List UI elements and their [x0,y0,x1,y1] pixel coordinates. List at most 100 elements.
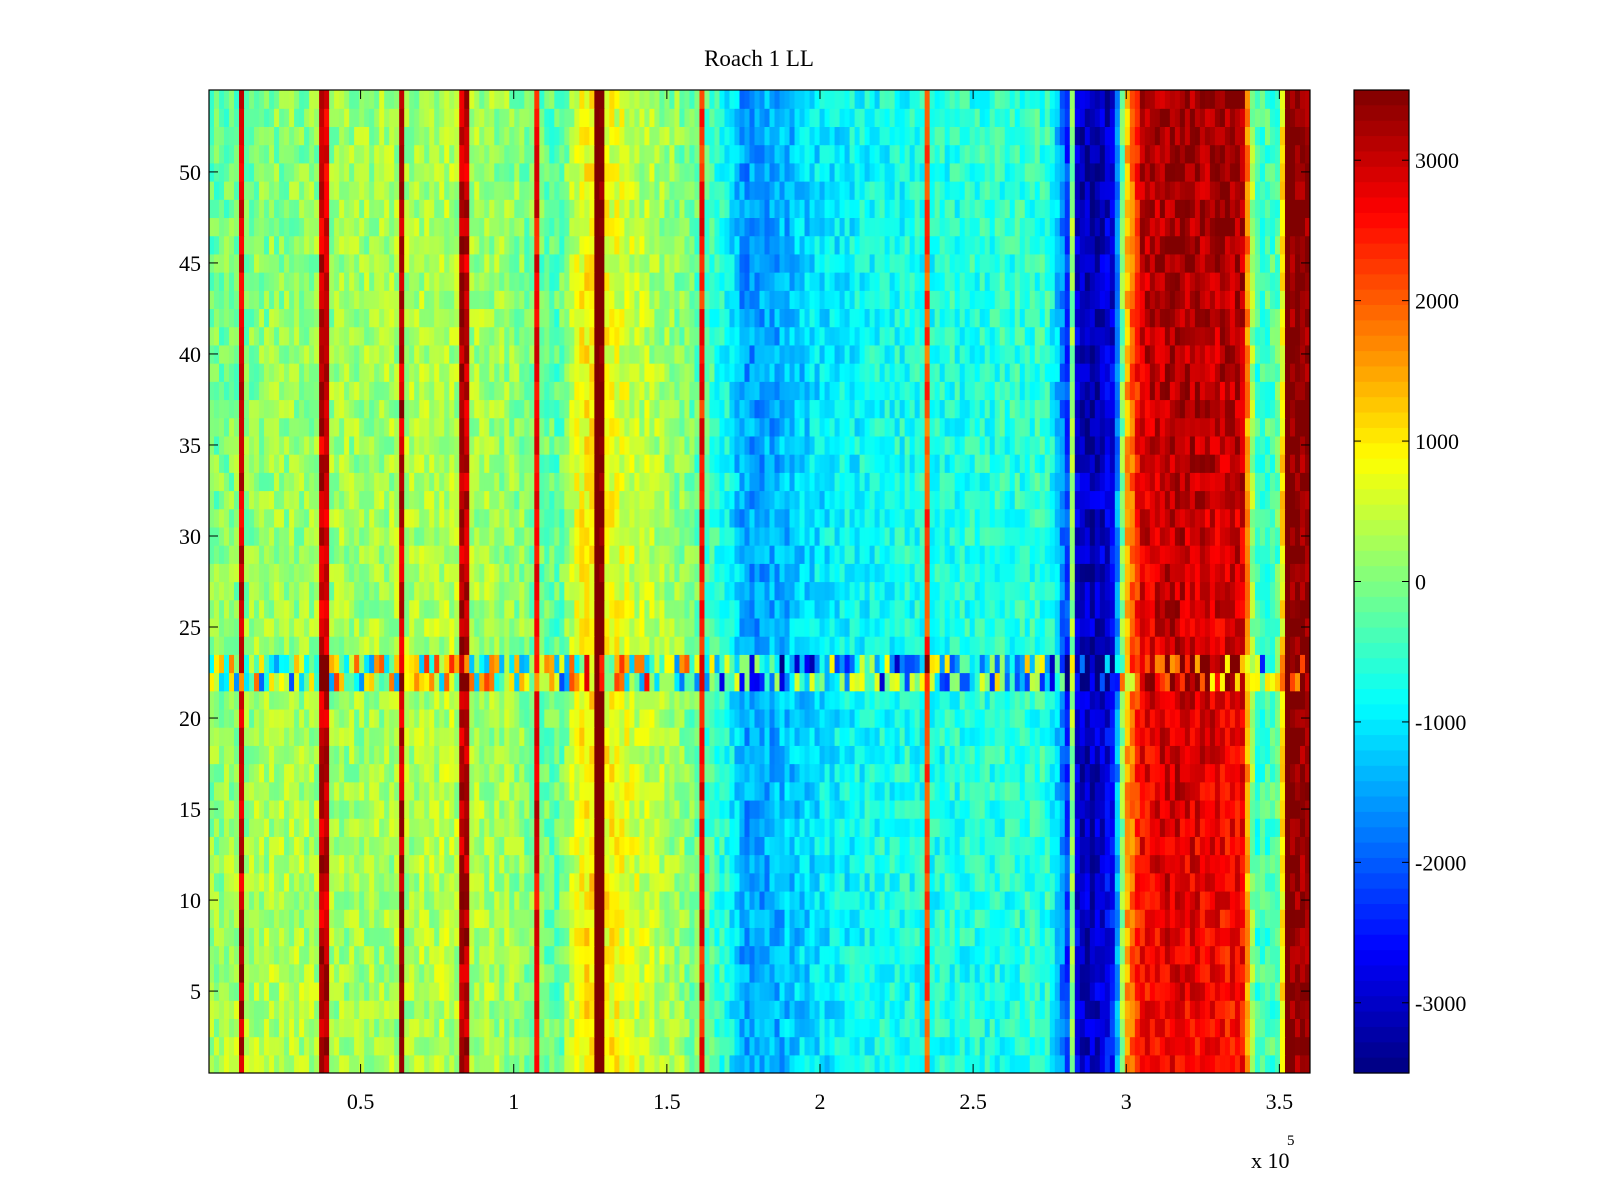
heatmap-cell [584,963,590,983]
heatmap-cell [1104,781,1111,801]
heatmap-cell [1064,799,1071,819]
heatmap-cell [434,836,440,856]
heatmap-cell [754,927,761,947]
heatmap-cell [1239,872,1246,892]
heatmap-cell [999,927,1006,947]
heatmap-cell [529,945,535,965]
heatmap-cell [619,818,625,837]
heatmap-cell [304,945,310,965]
heatmap-cell [579,690,585,710]
heatmap-cell [649,818,655,837]
heatmap-cell [634,708,640,728]
heatmap-cell [414,745,420,765]
heatmap-cell [574,1018,580,1038]
heatmap-cell [829,690,836,710]
heatmap-cell [754,1054,761,1073]
heatmap-cell [399,763,405,783]
heatmap-cell [884,763,891,783]
heatmap-cell [359,818,365,837]
heatmap-cell [949,963,956,983]
heatmap-cell [234,672,240,692]
heatmap-cell [769,708,776,728]
heatmap-cell [1054,781,1061,801]
heatmap-cell [1024,1036,1031,1056]
heatmap-cell [854,781,861,801]
heatmap-cell [339,708,345,728]
heatmap-cell [519,1000,525,1019]
heatmap-cell [1024,927,1031,947]
heatmap-cell [624,763,630,783]
heatmap-cell [519,1054,525,1073]
heatmap-cell [1274,690,1281,710]
heatmap-cell [1159,1000,1166,1019]
heatmap-cell [1079,727,1086,746]
heatmap-cell [1249,1000,1256,1019]
heatmap-cell [1164,708,1171,728]
heatmap-cell [654,872,660,892]
heatmap-cell [829,763,836,783]
heatmap-cell [824,672,831,692]
heatmap-cell [439,1000,445,1019]
heatmap-cell [1029,763,1036,783]
heatmap-cell [544,909,550,928]
heatmap-row [209,672,1310,692]
heatmap-cell [629,1018,635,1038]
heatmap-cell [254,1000,260,1019]
heatmap-cell [209,1036,215,1056]
heatmap-cell [759,909,766,928]
heatmap-cell [224,727,230,746]
heatmap-cell [924,1054,931,1073]
heatmap-cell [794,745,801,765]
heatmap-cell [274,708,280,728]
heatmap-cell [224,909,230,928]
heatmap-cell [934,927,941,947]
heatmap-cell [904,727,911,746]
heatmap-cell [349,708,355,728]
heatmap-cell [539,799,545,819]
heatmap-cell [939,854,946,874]
heatmap-cell [1254,690,1261,710]
heatmap-cell [839,654,846,674]
heatmap-cell [904,981,911,1001]
heatmap-cell [859,672,866,692]
heatmap-cell [859,1018,866,1038]
heatmap-cell [344,854,350,874]
heatmap-cell [1139,727,1146,746]
heatmap-cell [1289,708,1296,728]
heatmap-cell [939,708,946,728]
heatmap-cell [604,890,610,910]
heatmap-cell [654,945,660,965]
heatmap-cell [714,763,721,783]
heatmap-cell [789,1018,796,1038]
heatmap-cell [624,981,630,1001]
heatmap-cell [604,745,610,765]
heatmap-cell [509,1036,515,1056]
heatmap-cell [1084,763,1091,783]
heatmap-cell [909,763,916,783]
heatmap-cell [344,763,350,783]
heatmap-cell [819,945,826,965]
heatmap-cell [1004,854,1011,874]
heatmap-cell [584,672,590,692]
heatmap-cell [1269,927,1276,947]
heatmap-cell [1164,872,1171,892]
heatmap-cell [439,909,445,928]
heatmap-cell [854,1036,861,1056]
heatmap-cell [1269,672,1276,692]
heatmap-cell [664,836,671,856]
heatmap-cell [684,690,691,710]
heatmap-cell [1259,672,1266,692]
heatmap-cell [799,672,806,692]
heatmap-cell [389,763,395,783]
heatmap-cell [1164,927,1171,947]
heatmap-cell [924,836,931,856]
heatmap-cell [1099,708,1106,728]
heatmap-cell [424,818,430,837]
heatmap-cell [684,1054,691,1073]
heatmap-cell [429,708,435,728]
heatmap-cell [459,708,465,728]
heatmap-cell [284,745,290,765]
heatmap-cell [1239,1054,1246,1073]
heatmap-cell [564,781,570,801]
heatmap-cell [269,690,275,710]
